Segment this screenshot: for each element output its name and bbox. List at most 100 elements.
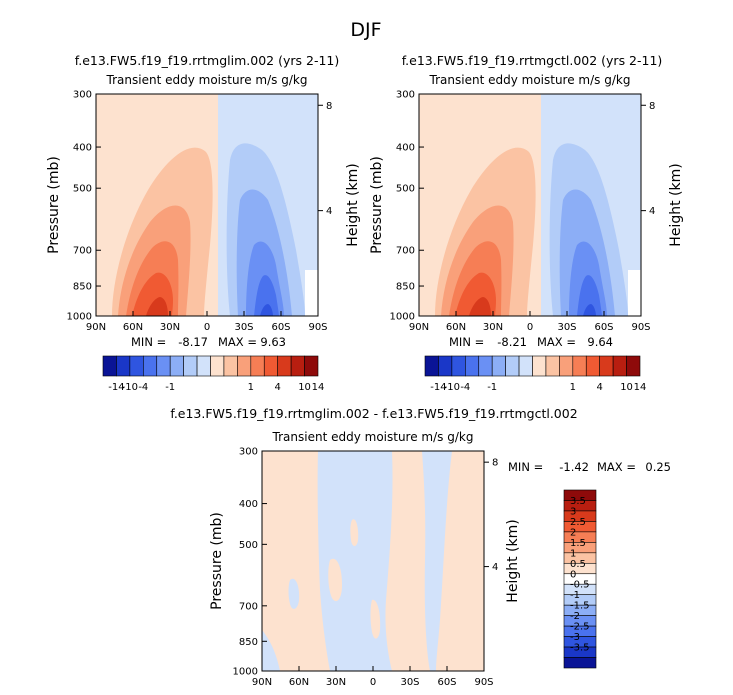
panel-a-x-tick-label: 90N <box>86 322 106 333</box>
panel-b-y2-tick-label: 8 <box>649 101 655 112</box>
panel-b-colorbar-box <box>599 355 614 377</box>
panel-c-pos-blob-1 <box>328 558 342 602</box>
panel-a: f.e13.FW5.f19_f19.rrtmglim.002 (yrs 2-11… <box>46 53 361 393</box>
panel-b-x-tick-label: 90S <box>631 322 650 333</box>
panel-a-colorbar-box <box>304 355 319 377</box>
panel-c-y2-tick-label: 4 <box>492 562 498 573</box>
panel-a-colorbar-box <box>223 355 238 377</box>
panel-a-y-tick-label: 700 <box>73 246 92 257</box>
panel-a-colorbar-box <box>116 355 131 377</box>
panel-a-colorbar-box <box>129 355 144 377</box>
panel-b-y-axis-label: Pressure (mb) <box>369 156 385 254</box>
panel-a-y2-tick-label: 8 <box>326 101 332 112</box>
panel-b-y-tick-label: 400 <box>396 143 415 154</box>
panel-c-neg-band <box>317 451 393 671</box>
panel-c-max-label: MAX = <box>597 460 636 474</box>
panel-b-subtitle: Transient eddy moisture m/s g/kg <box>429 73 631 87</box>
panel-b-max-value: 9.64 <box>587 335 613 349</box>
panel-a-field <box>96 94 318 316</box>
panel-a-colorbar-box <box>237 355 252 377</box>
panel-a-colorbar-label: 1 <box>248 382 254 393</box>
panel-a-min-value: -8.17 <box>178 335 208 349</box>
panel-c-title: f.e13.FW5.f19_f19.rrtmglim.002 - f.e13.F… <box>170 406 577 421</box>
panel-b-x-tick-label: 60N <box>446 322 466 333</box>
panel-b-title: f.e13.FW5.f19_f19.rrtmgctl.002 (yrs 2-11… <box>402 53 663 68</box>
panel-c-colorbar-label: 2.5 <box>570 517 586 528</box>
panel-b-colorbar-box <box>532 355 547 377</box>
panel-b-colorbar-label: -1 <box>487 382 497 393</box>
panel-a-pos-5 <box>146 297 168 316</box>
panel-a-y-tick-label: 400 <box>73 143 92 154</box>
panel-b-colorbar-label: -4 <box>460 382 470 393</box>
panel-b-y-tick-label: 500 <box>396 184 415 195</box>
panel-a-colorbar-box <box>290 355 305 377</box>
panel-a-subtitle: Transient eddy moisture m/s g/kg <box>106 73 308 87</box>
panel-c-y-tick-label: 300 <box>239 447 258 458</box>
panel-a-x-tick-label: 0 <box>204 322 210 333</box>
panel-b-colorbar-box <box>612 355 627 377</box>
panel-a-colorbar-label: 14 <box>312 382 325 393</box>
panel-b-colorbar-label: 14 <box>634 382 647 393</box>
panel-c-x-tick-label: 30S <box>400 677 419 688</box>
panel-c-colorbar-label: -3.5 <box>570 643 590 654</box>
panel-a-min-label: MIN = <box>131 335 166 349</box>
panel-c-max-value: 0.25 <box>645 460 671 474</box>
panel-a-colorbar-box <box>263 355 278 377</box>
panel-c-min-label: MIN = <box>508 460 543 474</box>
panel-b-colorbar-box <box>451 355 466 377</box>
panel-b-y-tick-label: 1000 <box>390 312 415 323</box>
panel-b-y2-tick-label: 4 <box>649 206 655 217</box>
panel-c-colorbar-box <box>563 657 597 669</box>
panel-c-pos-blob-2 <box>370 599 381 639</box>
panel-c-pos-blob-3 <box>350 519 359 546</box>
panel-c-x-tick-label: 90N <box>252 677 272 688</box>
panel-b-colorbar-box <box>505 355 520 377</box>
panel-c-min-value: -1.42 <box>559 460 589 474</box>
panel-b-x-tick-label: 90N <box>409 322 429 333</box>
panel-b-y-tick-label: 850 <box>396 282 415 293</box>
panel-c-y2-tick-label: 8 <box>492 458 498 469</box>
panel-c-x-tick-label: 90S <box>474 677 493 688</box>
panel-a-neg-5 <box>260 304 273 316</box>
panel-c-colorbar-label: 3 <box>570 506 576 517</box>
panel-c-colorbar-label: -2.5 <box>570 622 590 633</box>
panel-b-colorbar-label: -14 <box>430 382 446 393</box>
panel-b-y2-axis-label: Height (km) <box>668 163 684 246</box>
panel-a-y-tick-label: 500 <box>73 184 92 195</box>
panel-c-y-tick-label: 500 <box>239 540 258 551</box>
panel-a-colorbar-box <box>210 355 225 377</box>
panel-a-colorbar-label: -1 <box>165 382 175 393</box>
panel-b-colorbar-box <box>438 355 453 377</box>
panel-c-y-tick-label: 850 <box>239 637 258 648</box>
panel-a-colorbar-box <box>143 355 158 377</box>
panel-b-x-tick-label: 60S <box>594 322 613 333</box>
panel-b-colorbar-box <box>424 355 439 377</box>
panel-b-colorbar-box <box>465 355 480 377</box>
panel-a-colorbar-label: 10 <box>298 382 311 393</box>
panel-c-neg-blob-1 <box>288 578 300 609</box>
panel-a-x-tick-label: 90S <box>308 322 327 333</box>
panel-b-colorbar-box <box>572 355 587 377</box>
panel-c-y2-axis-label: Height (km) <box>505 519 521 602</box>
panel-a-y-tick-label: 300 <box>73 90 92 101</box>
panel-c-colorbar-label: 1.5 <box>570 538 586 549</box>
panel-c-y-tick-label: 700 <box>239 601 258 612</box>
panel-c-x-tick-label: 30N <box>326 677 346 688</box>
panel-c-colorbar-label: 1 <box>570 548 576 559</box>
panel-c-colorbar-label: -1.5 <box>570 601 590 612</box>
panel-a-y-tick-label: 850 <box>73 282 92 293</box>
panel-a-colorbar-box <box>156 355 171 377</box>
panel-c-x-tick-label: 0 <box>370 677 376 688</box>
panel-b-colorbar-box <box>585 355 600 377</box>
panel-b-x-tick-label: 0 <box>527 322 533 333</box>
panel-c-x-tick-label: 60S <box>437 677 456 688</box>
panel-b-colorbar-box <box>559 355 574 377</box>
panel-c-pos-bottom <box>440 653 484 671</box>
panel-b-colorbar-box <box>545 355 560 377</box>
panel-c-neg-edge <box>262 630 280 671</box>
panel-b-colorbar-label: 4 <box>597 382 603 393</box>
panel-b: f.e13.FW5.f19_f19.rrtmgctl.002 (yrs 2-11… <box>369 53 684 393</box>
panel-a-colorbar-label: -14 <box>108 382 124 393</box>
panel-a-x-tick-label: 30S <box>234 322 253 333</box>
